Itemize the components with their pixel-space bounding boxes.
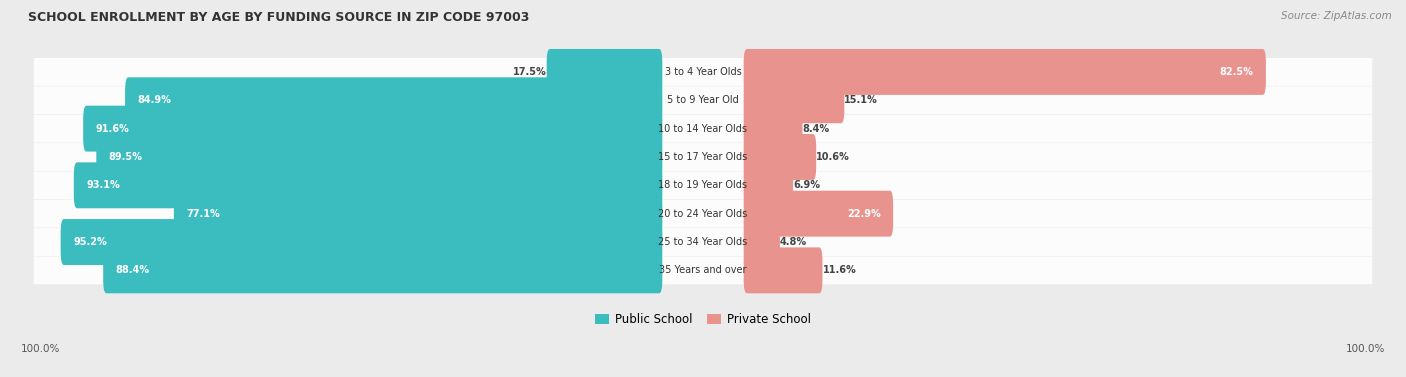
FancyBboxPatch shape	[125, 77, 662, 123]
FancyBboxPatch shape	[34, 200, 1372, 228]
FancyBboxPatch shape	[103, 247, 662, 293]
Text: 3 to 4 Year Olds: 3 to 4 Year Olds	[665, 67, 741, 77]
Text: 6.9%: 6.9%	[793, 180, 820, 190]
Text: 17.5%: 17.5%	[513, 67, 547, 77]
FancyBboxPatch shape	[73, 162, 662, 208]
FancyBboxPatch shape	[174, 191, 662, 237]
FancyBboxPatch shape	[744, 49, 1265, 95]
FancyBboxPatch shape	[744, 191, 893, 237]
Text: 15.1%: 15.1%	[845, 95, 879, 105]
FancyBboxPatch shape	[83, 106, 662, 152]
FancyBboxPatch shape	[96, 134, 662, 180]
Text: 93.1%: 93.1%	[86, 180, 120, 190]
Text: 20 to 24 Year Olds: 20 to 24 Year Olds	[658, 208, 748, 219]
FancyBboxPatch shape	[34, 115, 1372, 143]
Text: 18 to 19 Year Olds: 18 to 19 Year Olds	[658, 180, 748, 190]
FancyBboxPatch shape	[34, 58, 1372, 86]
Text: 100.0%: 100.0%	[21, 344, 60, 354]
Text: 5 to 9 Year Old: 5 to 9 Year Old	[666, 95, 740, 105]
FancyBboxPatch shape	[34, 256, 1372, 284]
Text: 10 to 14 Year Olds: 10 to 14 Year Olds	[658, 124, 748, 133]
Text: 8.4%: 8.4%	[803, 124, 830, 133]
Text: 35 Years and over: 35 Years and over	[659, 265, 747, 275]
FancyBboxPatch shape	[744, 162, 793, 208]
FancyBboxPatch shape	[60, 219, 662, 265]
Text: 82.5%: 82.5%	[1219, 67, 1253, 77]
FancyBboxPatch shape	[744, 106, 803, 152]
Text: 10.6%: 10.6%	[817, 152, 851, 162]
FancyBboxPatch shape	[744, 219, 780, 265]
Text: Source: ZipAtlas.com: Source: ZipAtlas.com	[1281, 11, 1392, 21]
FancyBboxPatch shape	[34, 172, 1372, 199]
FancyBboxPatch shape	[744, 134, 817, 180]
Text: 15 to 17 Year Olds: 15 to 17 Year Olds	[658, 152, 748, 162]
Text: 95.2%: 95.2%	[73, 237, 107, 247]
FancyBboxPatch shape	[34, 86, 1372, 114]
Text: 88.4%: 88.4%	[115, 265, 149, 275]
FancyBboxPatch shape	[34, 143, 1372, 171]
Text: 22.9%: 22.9%	[846, 208, 880, 219]
Text: 4.8%: 4.8%	[780, 237, 807, 247]
Text: 77.1%: 77.1%	[187, 208, 221, 219]
Text: 100.0%: 100.0%	[1346, 344, 1385, 354]
FancyBboxPatch shape	[744, 247, 823, 293]
Text: 91.6%: 91.6%	[96, 124, 129, 133]
Text: 89.5%: 89.5%	[108, 152, 142, 162]
Text: 84.9%: 84.9%	[138, 95, 172, 105]
Text: 11.6%: 11.6%	[823, 265, 856, 275]
Text: SCHOOL ENROLLMENT BY AGE BY FUNDING SOURCE IN ZIP CODE 97003: SCHOOL ENROLLMENT BY AGE BY FUNDING SOUR…	[28, 11, 530, 24]
FancyBboxPatch shape	[547, 49, 662, 95]
FancyBboxPatch shape	[744, 77, 845, 123]
Legend: Public School, Private School: Public School, Private School	[591, 308, 815, 331]
FancyBboxPatch shape	[34, 228, 1372, 256]
Text: 25 to 34 Year Olds: 25 to 34 Year Olds	[658, 237, 748, 247]
